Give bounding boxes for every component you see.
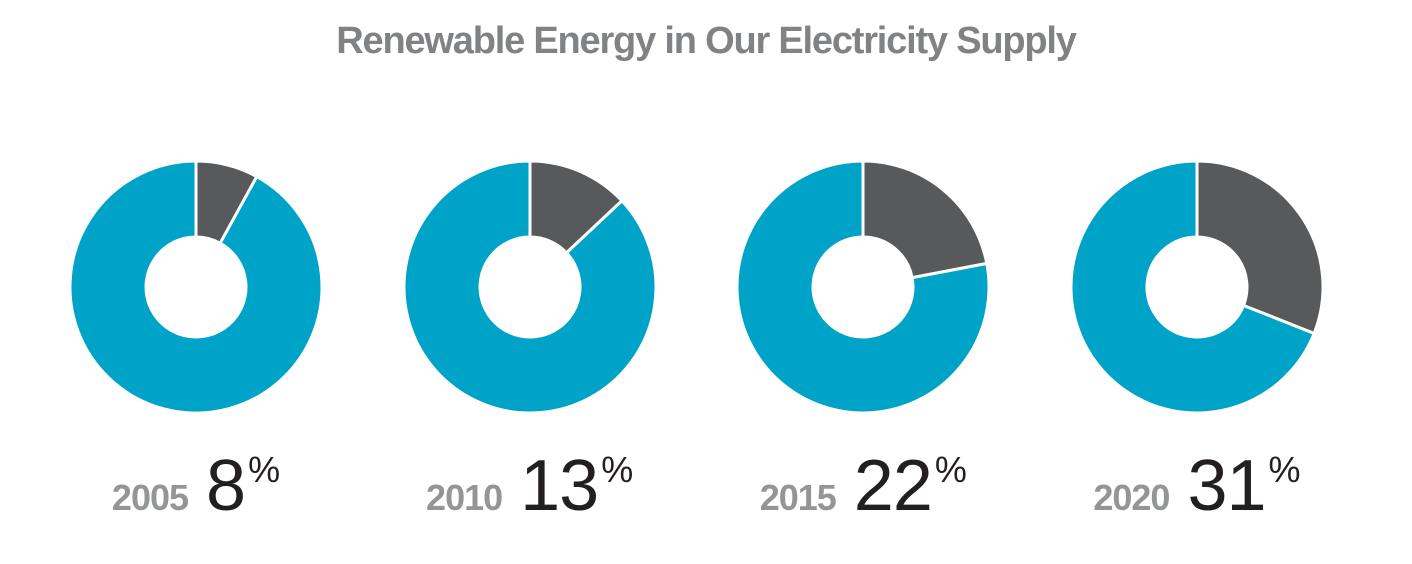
- value-number: 8: [206, 446, 246, 526]
- percent-sign: %: [601, 449, 634, 490]
- donut-label-2015: 2015 22 %: [760, 445, 967, 527]
- year-label: 2020: [1093, 477, 1170, 518]
- year-label: 2015: [759, 477, 837, 518]
- percent-sign: %: [248, 449, 281, 490]
- donut-slice-remainder: [1069, 159, 1317, 415]
- percent-sign: %: [934, 449, 967, 490]
- year-label: 2010: [426, 477, 503, 518]
- donut-slice-value: [528, 159, 624, 255]
- donut-chart-2015: [735, 159, 991, 415]
- donut-slice-remainder: [68, 159, 324, 415]
- donut-slice-remainder: [402, 159, 658, 415]
- donut-chart-2020: [1069, 159, 1325, 415]
- donut-group-2020: 2020 31 %: [1069, 159, 1325, 527]
- donut-chart-row: 2005 8 % 2010 13 % 2015 22 % 2020 31 %: [68, 159, 1325, 527]
- donut-slice-value: [194, 159, 259, 246]
- donut-group-2015: 2015 22 %: [735, 159, 991, 527]
- donut-slice-remainder: [735, 159, 991, 415]
- donut-chart-2010: [402, 159, 658, 415]
- donut-chart-2005: [68, 159, 324, 415]
- year-label: 2005: [111, 477, 189, 518]
- percent-sign: %: [1268, 449, 1301, 490]
- page-title: Renewable Energy in Our Electricity Supp…: [336, 20, 1077, 62]
- value-number: 31: [1187, 446, 1266, 526]
- donut-label-2010: 2010 13 %: [426, 445, 633, 527]
- donut-slice-value: [861, 159, 989, 280]
- value-number: 22: [853, 446, 933, 526]
- value-number: 13: [520, 446, 599, 526]
- donut-label-2005: 2005 8 %: [112, 445, 280, 527]
- donut-label-2020: 2020 31 %: [1093, 445, 1300, 527]
- donut-group-2010: 2010 13 %: [402, 159, 658, 527]
- donut-slice-value: [1195, 159, 1325, 336]
- donut-group-2005: 2005 8 %: [68, 159, 324, 527]
